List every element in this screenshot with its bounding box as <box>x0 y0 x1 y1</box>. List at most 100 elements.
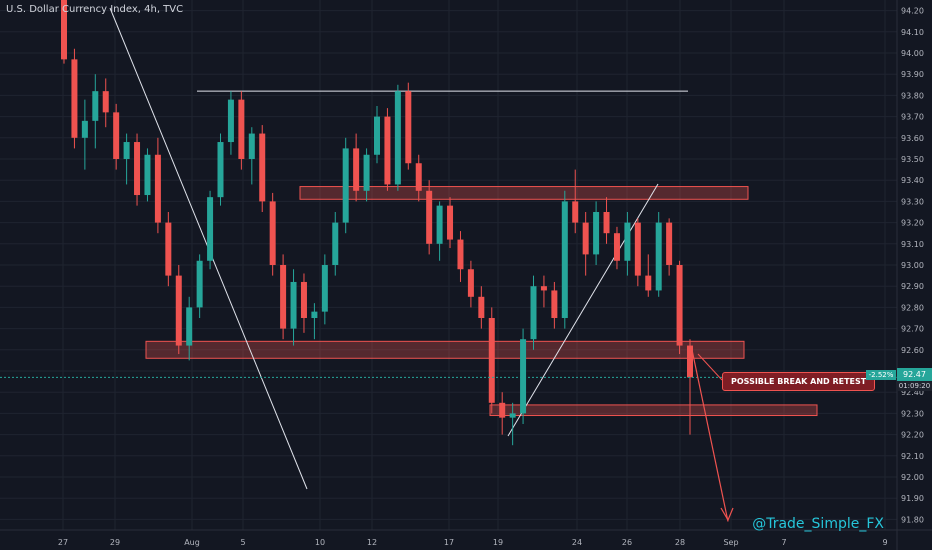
price-tick-label: 93.60 <box>901 134 924 143</box>
date-tick-label: 29 <box>110 538 120 547</box>
date-tick-label: 24 <box>572 538 582 547</box>
date-tick-label: 7 <box>781 538 786 547</box>
candle-body <box>426 190 433 244</box>
candle-body <box>676 265 683 346</box>
date-tick-label: 5 <box>240 538 245 547</box>
candle-body <box>217 142 224 198</box>
chart-title: U.S. Dollar Currency Index, 4h, TVC <box>6 4 184 15</box>
candle-body <box>332 222 339 265</box>
candle-body <box>342 148 349 223</box>
date-tick-label: 10 <box>315 538 325 547</box>
sr-zone <box>145 340 745 359</box>
date-tick-label: 12 <box>367 538 377 547</box>
candle-body <box>300 281 307 318</box>
levels-and-trendlines <box>109 7 688 490</box>
candle-body <box>374 116 380 155</box>
price-tick-label: 93.70 <box>901 113 924 122</box>
callout-pointer <box>697 353 723 381</box>
ascending-trendline <box>507 183 659 437</box>
candle-body <box>154 154 161 223</box>
date-tick-label: 19 <box>493 538 503 547</box>
price-tick-label: 92.80 <box>901 303 924 312</box>
candle-body <box>81 120 88 138</box>
candle-body <box>186 307 193 346</box>
candle-body <box>353 148 360 191</box>
candle-body <box>405 91 412 164</box>
candle-body <box>415 163 422 191</box>
sr-zone <box>489 404 818 417</box>
author-watermark: @Trade_Simple_FX <box>752 516 884 532</box>
price-tick-label: 92.60 <box>901 346 924 355</box>
candle-body <box>478 296 485 318</box>
bar-countdown: 01:09:20 <box>897 381 932 391</box>
candle-body <box>92 91 99 121</box>
candle-body <box>457 239 464 270</box>
candle-body <box>238 99 245 159</box>
grid <box>0 0 897 530</box>
candle-body <box>509 413 516 418</box>
date-tick-label: 26 <box>622 538 632 547</box>
candle-body <box>603 212 610 234</box>
candle-body <box>71 59 78 138</box>
price-tick-label: 93.20 <box>901 219 924 228</box>
candle-body <box>321 265 328 312</box>
candle-body <box>572 201 579 223</box>
price-tick-label: 93.40 <box>901 176 924 185</box>
candle-body <box>394 91 401 185</box>
candle-body <box>175 275 182 346</box>
price-tick-label: 94.20 <box>901 7 924 16</box>
sr-zone <box>299 186 749 200</box>
candle-body <box>290 281 297 329</box>
candle-body <box>561 201 568 318</box>
candle-body <box>280 265 287 329</box>
candle-body <box>248 133 255 159</box>
price-tick-label: 93.00 <box>901 261 924 270</box>
price-tick-label: 93.30 <box>901 197 924 206</box>
candle-body <box>488 318 495 403</box>
price-tick-label: 91.90 <box>901 494 924 503</box>
candle-body <box>165 222 172 276</box>
candle-body <box>645 275 652 291</box>
candle-body <box>520 339 527 414</box>
current-price-tag: 92.47 <box>897 368 932 382</box>
break-retest-callout: POSSIBLE BREAK AND RETEST <box>722 372 876 391</box>
candle-body <box>269 201 276 265</box>
candle-body <box>436 205 443 244</box>
price-tick-label: 93.10 <box>901 240 924 249</box>
price-tick-label: 92.20 <box>901 431 924 440</box>
candle-body <box>687 345 693 378</box>
price-tick-label: 92.00 <box>901 473 924 482</box>
candles <box>61 0 693 446</box>
time-axis[interactable]: 27 29 Aug 5 10 12 17 19 24 26 28 Sep 7 9 <box>0 529 932 547</box>
candle-body <box>447 205 454 240</box>
candle-body <box>311 311 318 318</box>
date-tick-label: Aug <box>184 538 200 547</box>
candle-body <box>655 222 662 291</box>
candle-body <box>61 0 67 60</box>
date-tick-label: Sep <box>723 538 738 547</box>
candle-body <box>259 133 266 202</box>
date-tick-label: 9 <box>882 538 887 547</box>
price-axis[interactable]: 94.20 94.10 94.00 93.90 93.80 93.70 93.60 93.50… <box>896 0 924 550</box>
candle-body <box>363 154 370 191</box>
projection-arrowhead <box>720 507 734 522</box>
candle-body <box>634 222 641 276</box>
projection-arrow-line <box>691 349 729 522</box>
candle-body <box>530 286 537 340</box>
candle-body <box>123 142 130 159</box>
date-tick-label: 17 <box>444 538 454 547</box>
candle-body <box>582 222 589 255</box>
candle-body <box>593 212 600 255</box>
candle-body <box>144 154 151 196</box>
candle-body <box>134 142 141 196</box>
price-tick-label: 92.10 <box>901 452 924 461</box>
candle-body <box>196 260 203 308</box>
candle-body <box>551 290 558 318</box>
candle-body <box>666 222 673 265</box>
price-tick-label: 92.30 <box>901 409 924 418</box>
price-tick-label: 92.90 <box>901 282 924 291</box>
change-percent-tag: -2.52% <box>866 370 896 380</box>
candle-body <box>540 286 547 291</box>
